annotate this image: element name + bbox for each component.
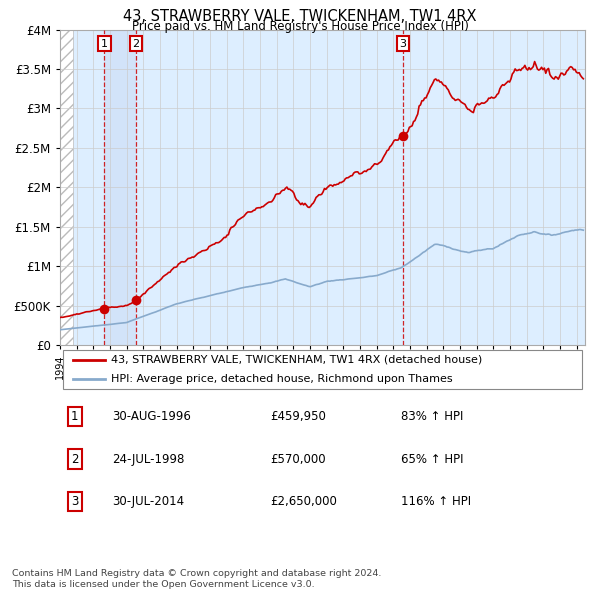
Text: 30-JUL-2014: 30-JUL-2014 <box>113 495 185 508</box>
Text: 65% ↑ HPI: 65% ↑ HPI <box>401 453 464 466</box>
Text: HPI: Average price, detached house, Richmond upon Thames: HPI: Average price, detached house, Rich… <box>112 374 453 384</box>
Text: 3: 3 <box>71 495 79 508</box>
Text: 1: 1 <box>101 39 108 49</box>
Text: £2,650,000: £2,650,000 <box>270 495 337 508</box>
Text: 3: 3 <box>400 39 407 49</box>
Text: 43, STRAWBERRY VALE, TWICKENHAM, TW1 4RX (detached house): 43, STRAWBERRY VALE, TWICKENHAM, TW1 4RX… <box>112 355 482 365</box>
Text: £570,000: £570,000 <box>270 453 326 466</box>
Text: 24-JUL-1998: 24-JUL-1998 <box>113 453 185 466</box>
Text: 83% ↑ HPI: 83% ↑ HPI <box>401 410 464 423</box>
Text: £459,950: £459,950 <box>270 410 326 423</box>
Text: 1: 1 <box>71 410 79 423</box>
Bar <box>60 30 73 345</box>
Text: 2: 2 <box>71 453 79 466</box>
FancyBboxPatch shape <box>62 350 583 389</box>
Bar <box>104 30 136 345</box>
Text: 2: 2 <box>133 39 140 49</box>
Text: Price paid vs. HM Land Registry's House Price Index (HPI): Price paid vs. HM Land Registry's House … <box>131 20 469 33</box>
Text: 43, STRAWBERRY VALE, TWICKENHAM, TW1 4RX: 43, STRAWBERRY VALE, TWICKENHAM, TW1 4RX <box>123 9 477 24</box>
Text: Contains HM Land Registry data © Crown copyright and database right 2024.
This d: Contains HM Land Registry data © Crown c… <box>12 569 382 589</box>
Text: 116% ↑ HPI: 116% ↑ HPI <box>401 495 472 508</box>
Text: 30-AUG-1996: 30-AUG-1996 <box>113 410 191 423</box>
